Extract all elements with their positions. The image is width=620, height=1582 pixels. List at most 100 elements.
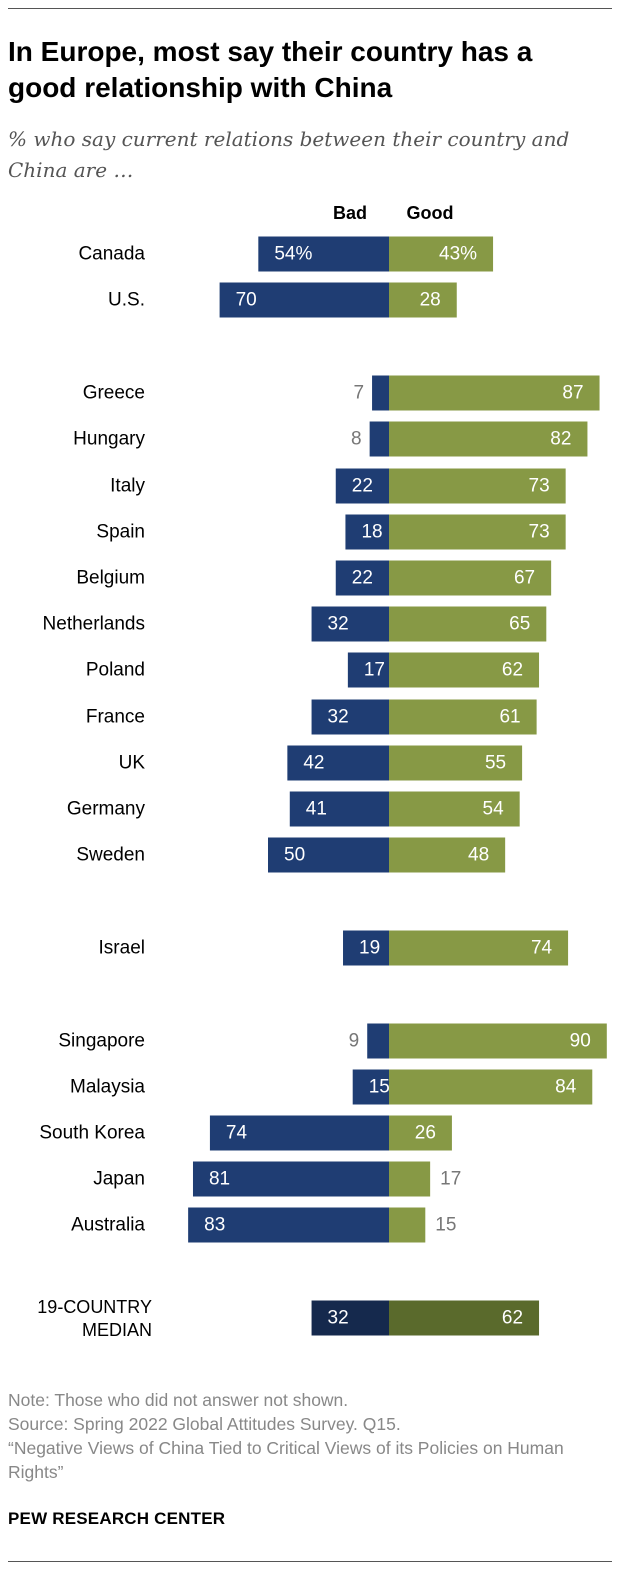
bar-good <box>389 1207 426 1243</box>
bar-good <box>389 791 520 827</box>
bar-bad <box>335 560 389 596</box>
bar-bad <box>287 745 389 781</box>
report-text: “Negative Views of China Tied to Critica… <box>8 1438 564 1482</box>
value-label-bad: 22 <box>352 568 373 589</box>
note-text: Note: Those who did not answer not shown… <box>8 1390 349 1410</box>
bar-good <box>389 699 537 735</box>
bar-good <box>389 375 600 411</box>
bar-bad <box>311 699 389 735</box>
bar-good <box>389 1069 593 1105</box>
category-label: Belgium <box>76 568 145 589</box>
bar-bad <box>372 375 389 411</box>
value-label-good: 62 <box>502 660 523 681</box>
footnotes: Note: Those who did not answer not shown… <box>8 1388 608 1484</box>
bar-bad <box>311 1300 389 1336</box>
bar-good <box>389 1300 540 1336</box>
bar-bad <box>268 837 389 873</box>
category-label: Greece <box>83 383 145 404</box>
bar-good <box>389 282 457 318</box>
value-label-good: 84 <box>555 1077 577 1098</box>
value-label-bad: 8 <box>351 429 362 450</box>
brand-name: PEW RESEARCH CENTER <box>8 1509 226 1528</box>
value-label-good: 54 <box>483 799 505 820</box>
legend-good: Good <box>407 203 454 223</box>
category-label: Canada <box>78 244 145 265</box>
bar-good <box>389 1161 431 1197</box>
bar-bad <box>219 282 389 318</box>
bar-bad <box>192 1161 389 1197</box>
value-label-bad: 32 <box>328 614 349 635</box>
value-label-good: 55 <box>485 753 506 774</box>
value-label-good: 87 <box>562 383 583 404</box>
bar-good <box>389 421 588 457</box>
value-label-good: 28 <box>420 290 441 311</box>
bar-bad <box>335 468 389 504</box>
bar-good <box>389 514 566 550</box>
category-label: Netherlands <box>43 614 145 635</box>
value-label-good: 90 <box>570 1031 591 1052</box>
source-text: Source: Spring 2022 Global Attitudes Sur… <box>8 1414 401 1434</box>
value-label-bad: 42 <box>303 753 324 774</box>
bar-good <box>389 468 566 504</box>
value-label-bad: 9 <box>349 1031 360 1052</box>
diverging-bar-chart: Bad Good Canada 54% 43% U.S. 70 28 Greece 7 87 Hung… <box>37 203 607 1340</box>
value-label-bad: 7 <box>353 383 364 404</box>
category-label: South Korea <box>39 1123 145 1144</box>
bar-bad <box>258 236 389 272</box>
bar-bad <box>209 1115 389 1151</box>
category-label: 19-COUNTRY <box>37 1297 152 1317</box>
bar-bad <box>347 652 389 688</box>
category-label: Malaysia <box>70 1077 145 1098</box>
bar-bad <box>367 1023 389 1059</box>
bar-good <box>389 606 547 642</box>
value-label-bad: 54% <box>274 244 312 265</box>
category-label: MEDIAN <box>82 1320 152 1340</box>
category-label: Israel <box>99 938 145 959</box>
value-label-good: 26 <box>415 1123 436 1144</box>
bar-good <box>389 837 506 873</box>
category-label: Singapore <box>58 1031 145 1052</box>
category-label: France <box>86 707 145 728</box>
chart-subtitle: % who say current relations between thei… <box>8 127 570 182</box>
top-rule <box>8 8 612 9</box>
value-label-bad: 15 <box>369 1077 390 1098</box>
value-label-bad: 50 <box>284 845 305 866</box>
value-label-good: 48 <box>468 845 489 866</box>
legend-bad: Bad <box>333 203 367 223</box>
value-label-bad: 32 <box>328 707 349 728</box>
category-label: Hungary <box>73 429 145 450</box>
value-label-good: 74 <box>531 938 553 959</box>
value-label-bad: 74 <box>226 1123 248 1144</box>
value-label-bad: 81 <box>209 1169 230 1190</box>
bar-good <box>389 745 523 781</box>
value-label-good: 82 <box>550 429 571 450</box>
category-label: Germany <box>67 799 146 820</box>
category-label: Poland <box>86 660 145 681</box>
bar-good <box>389 930 569 966</box>
category-label: U.S. <box>108 290 145 311</box>
bar-bad <box>289 791 389 827</box>
category-label: Sweden <box>76 845 145 866</box>
category-label: UK <box>119 753 146 774</box>
category-label: Italy <box>110 476 145 497</box>
value-label-bad: 17 <box>364 660 385 681</box>
value-label-good: 17 <box>440 1169 461 1190</box>
value-label-bad: 19 <box>359 938 380 959</box>
value-label-good: 73 <box>529 476 550 497</box>
bar-bad <box>345 514 389 550</box>
category-label: Japan <box>93 1169 145 1190</box>
bar-bad <box>188 1207 389 1243</box>
bar-bad <box>352 1069 389 1105</box>
bar-good <box>389 652 540 688</box>
category-label: Spain <box>96 522 145 543</box>
bar-good <box>389 1023 607 1059</box>
value-label-good: 43% <box>439 244 477 265</box>
value-label-good: 67 <box>514 568 535 589</box>
value-label-good: 15 <box>435 1215 456 1236</box>
bar-bad <box>311 606 389 642</box>
value-label-good: 73 <box>529 522 550 543</box>
category-label: Australia <box>71 1215 145 1236</box>
bar-bad <box>369 421 389 457</box>
value-label-bad: 22 <box>352 476 373 497</box>
bar-good <box>389 236 494 272</box>
